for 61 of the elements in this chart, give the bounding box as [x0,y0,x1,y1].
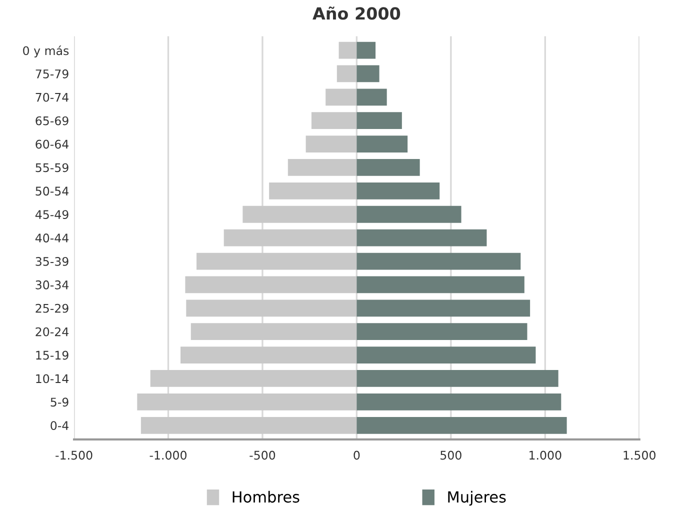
y-tick-label: 40-44 [35,234,69,242]
y-tick-label: 65-69 [36,116,68,126]
x-tick-label: 1.500 [624,450,656,460]
bar [356,182,440,200]
bar [356,252,521,270]
bar [140,416,357,434]
y-tick-label: 70-74 [36,92,69,102]
bar [150,370,357,387]
bar [356,88,387,106]
bar [356,370,558,387]
bar [356,346,536,364]
bar [311,112,357,130]
bar [356,393,562,410]
y-tick-label: 25-29 [36,304,68,313]
bar [356,323,528,340]
x-tick-label: 500 [440,450,462,460]
bar [306,136,357,152]
bar [269,182,357,200]
bar [288,159,357,176]
bar [196,252,357,270]
y-tick-label: 15-19 [36,350,68,360]
bar [336,65,357,82]
bar [180,346,357,364]
y-tick-label: 45-49 [35,210,68,220]
bar [356,300,530,317]
chart-title: Año 2000 [312,6,400,20]
bar [356,416,567,434]
y-tick-label: 55-59 [36,163,68,172]
bar [356,159,420,176]
y-tick-label: 35-39 [36,256,68,266]
bar [190,323,357,340]
bar [356,206,462,223]
y-tick-label: 20-24 [36,327,69,336]
x-tick-label: 1.000 [530,450,562,460]
legend-label: Hombres [232,490,300,503]
bar [356,136,408,152]
bar [356,42,376,59]
x-tick-label: 0 [354,450,360,460]
bar [185,276,357,294]
bar [356,112,402,130]
bar [326,88,357,106]
y-tick-label: 60-64 [36,140,69,149]
x-tick-label: -1.500 [56,450,92,460]
bar [186,300,357,317]
y-tick-label: 30-34 [36,280,69,290]
y-tick-label: 50-54 [36,186,69,196]
y-tick-label: 0-4 [50,421,69,430]
bar [356,276,524,294]
bar [137,393,357,410]
bar [356,65,380,82]
x-tick-label: -500 [250,450,276,460]
y-tick-label: 5-9 [50,398,68,407]
y-tick-label: 75-79 [36,69,68,78]
bar [224,229,357,246]
y-tick-label: 0 y más [23,46,69,58]
legend-label: Mujeres [448,490,506,506]
x-tick-label: -1.000 [150,450,186,460]
bar [242,206,357,223]
y-tick-label: 10-14 [36,374,69,384]
bar [356,229,487,246]
bar [338,42,357,59]
